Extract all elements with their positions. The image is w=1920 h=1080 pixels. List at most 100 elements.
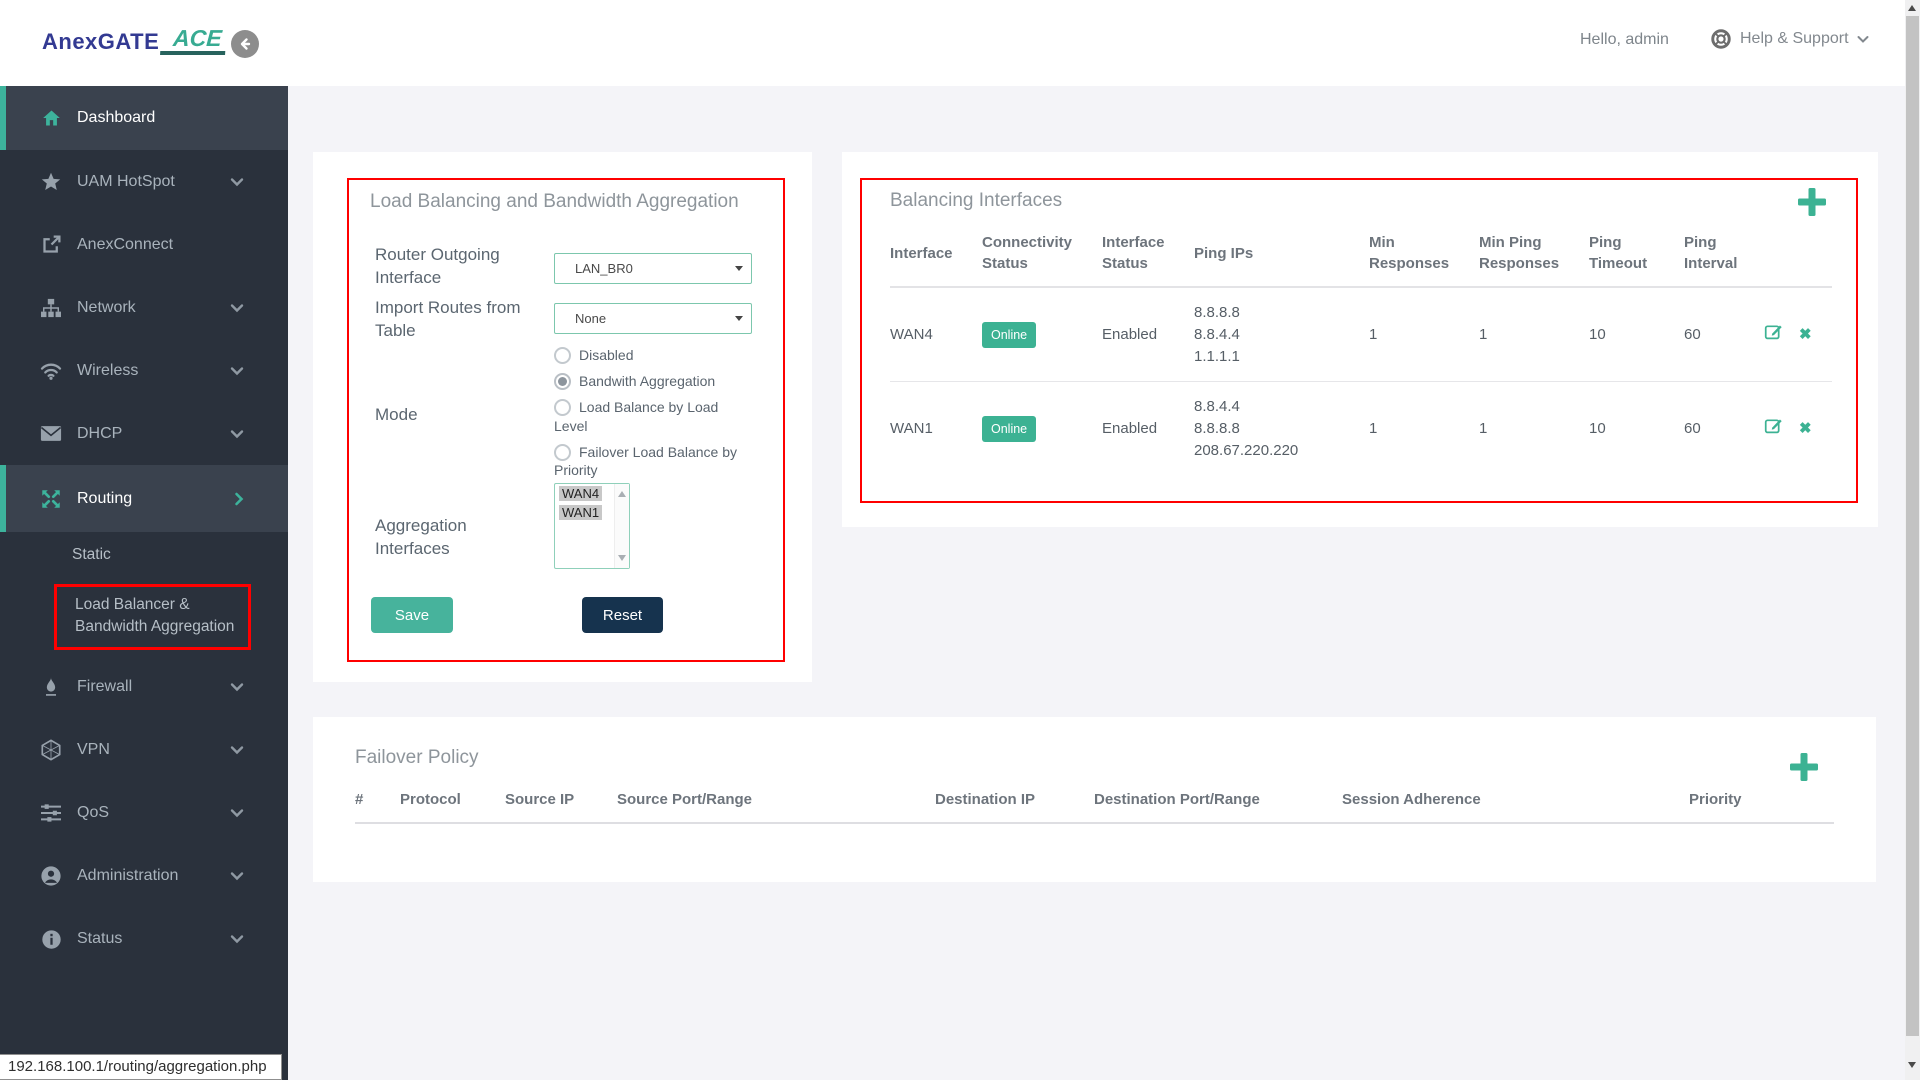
sidebar-item-routing[interactable]: Routing (0, 465, 288, 532)
chevron-right-icon (234, 492, 244, 506)
plus-icon (1790, 753, 1818, 781)
logo-text-accent: ACE (160, 25, 227, 55)
edit-icon[interactable] (1764, 416, 1783, 442)
cell-connectivity: Online (982, 287, 1102, 383)
load-balancing-card: Load Balancing and Bandwidth Aggregation… (313, 152, 812, 682)
sidebar-item-network[interactable]: Network (0, 276, 288, 339)
scrollbar-thumb[interactable] (1906, 16, 1919, 1036)
chevron-down-icon (230, 808, 244, 818)
scroll-down-icon[interactable] (618, 555, 626, 561)
sidebar-item-label: Network (77, 298, 136, 316)
sidebar-item-dashboard[interactable]: Dashboard (0, 86, 288, 150)
cell-interface-status: Enabled (1102, 287, 1194, 383)
sitemap-icon (38, 296, 64, 320)
mode-radio-bandwidth-aggregation[interactable] (554, 373, 571, 391)
edit-icon[interactable] (1764, 322, 1783, 348)
aggregation-interfaces-listbox[interactable]: WAN4 WAN1 (554, 483, 630, 569)
sidebar-item-label: DHCP (77, 424, 123, 442)
balancing-interfaces-card: Balancing Interfaces Interface Connectiv… (842, 152, 1878, 527)
col-protocol: Protocol (400, 791, 505, 824)
mode-option-disabled[interactable]: Disabled (554, 346, 752, 364)
flame-icon (38, 675, 64, 699)
sidebar-item-vpn[interactable]: VPN (0, 719, 288, 782)
home-icon (38, 106, 64, 130)
greeting-text: Hello, admin (1580, 31, 1669, 48)
add-interface-button[interactable] (1798, 188, 1826, 216)
listbox-option-wan4[interactable]: WAN4 (559, 486, 603, 501)
scroll-down-icon[interactable] (1908, 1062, 1916, 1068)
sidebar-item-administration[interactable]: Administration (0, 845, 288, 908)
sidebar-item-dhcp[interactable]: DHCP (0, 402, 288, 465)
table-row: WAN4 Online Enabled 8.8.8.8 8.8.4.4 1.1.… (890, 287, 1832, 383)
sidebar-item-anexconnect[interactable]: AnexConnect (0, 213, 288, 276)
col-source-ip: Source IP (505, 791, 617, 824)
add-failover-policy-button[interactable] (1790, 753, 1818, 781)
mode-option-bandwidth-aggregation[interactable]: Bandwith Aggregation (554, 372, 752, 391)
balancing-title: Balancing Interfaces (890, 190, 1063, 211)
cell-min-ping-responses: 1 (1479, 287, 1589, 383)
sidebar-item-label: Dashboard (77, 109, 156, 126)
col-number: # (355, 791, 400, 824)
chevron-down-icon (230, 303, 244, 313)
logo-text-primary: AnexGATE (42, 29, 160, 54)
wifi-icon (38, 359, 64, 383)
col-ping-ips: Ping IPs (1194, 232, 1369, 288)
reset-button[interactable]: Reset (582, 597, 663, 633)
sidebar-item-firewall[interactable]: Firewall (0, 656, 288, 719)
sidebar-item-wireless[interactable]: Wireless (0, 339, 288, 402)
sidebar-item-status[interactable]: Status (0, 908, 288, 971)
cell-ping-timeout: 10 (1589, 420, 1606, 437)
import-routes-select[interactable]: None (554, 303, 752, 334)
router-outgoing-select[interactable]: LAN_BR0 (554, 253, 752, 284)
user-circle-icon (38, 864, 64, 888)
sidebar-item-label: Firewall (77, 678, 133, 696)
delete-icon[interactable]: ✖ (1799, 325, 1812, 343)
back-button[interactable] (231, 30, 259, 58)
col-min-responses: Min Responses (1369, 232, 1479, 288)
failover-header-row: # Protocol Source IP Source Port/Range D… (355, 791, 1834, 824)
sidebar-subitem-static[interactable]: Static (72, 546, 111, 563)
star-icon (38, 170, 64, 194)
cell-interface: WAN4 (890, 287, 982, 383)
routing-arrows-icon (38, 487, 64, 511)
mode-option-load-balance[interactable]: Load Balance by Load Level (554, 399, 719, 434)
cell-interface-status: Enabled (1102, 420, 1158, 437)
sidebar-item-uam-hotspot[interactable]: UAM HotSpot (0, 150, 288, 213)
failover-table: # Protocol Source IP Source Port/Range D… (355, 791, 1834, 824)
help-support-menu[interactable]: Help & Support (1710, 28, 1869, 50)
life-ring-icon (1710, 28, 1732, 50)
anexgate-logo[interactable]: AnexGATE ACE (42, 25, 227, 55)
chevron-down-icon (230, 745, 244, 755)
chevron-down-icon (230, 871, 244, 881)
sidebar-item-label: Administration (77, 867, 179, 885)
delete-icon[interactable]: ✖ (1799, 420, 1812, 437)
hexagon-icon (38, 738, 64, 762)
col-session-adherence: Session Adherence (1342, 791, 1689, 824)
col-destination-port-range: Destination Port/Range (1094, 791, 1342, 824)
col-destination-ip: Destination IP (935, 791, 1094, 824)
status-badge: Online (982, 321, 1037, 348)
col-ping-timeout: Ping Timeout (1589, 232, 1684, 288)
sidebar-item-qos[interactable]: QoS (0, 782, 288, 845)
back-arrow-icon (237, 36, 253, 52)
mode-option-failover[interactable]: Failover Load Balance by Priority (554, 443, 737, 478)
router-outgoing-label: Router Outgoing Interface (375, 245, 500, 287)
listbox-option-wan1[interactable]: WAN1 (559, 505, 603, 520)
chevron-down-icon (1857, 35, 1869, 44)
cell-ping-ips: 8.8.8.8 8.8.4.4 1.1.1.1 (1194, 287, 1369, 383)
col-ping-interval: Ping Interval (1684, 232, 1764, 288)
mode-radio-failover[interactable] (554, 443, 571, 461)
listbox-scrollbar[interactable] (614, 484, 629, 568)
chevron-down-icon (230, 177, 244, 187)
page-scrollbar[interactable] (1905, 0, 1920, 1080)
scroll-up-icon[interactable] (1908, 5, 1916, 11)
mode-radio-load-balance[interactable] (554, 399, 571, 417)
sidebar-nav: Dashboard UAM HotSpot AnexConnect Networ… (0, 86, 288, 1080)
mode-label: Mode (375, 405, 418, 424)
scroll-up-icon[interactable] (618, 491, 626, 497)
status-badge: Online (982, 415, 1037, 442)
save-button[interactable]: Save (371, 597, 453, 633)
mode-radio-disabled[interactable] (554, 347, 571, 364)
sidebar-subitem-load-balancer[interactable]: Load Balancer & Bandwidth Aggregation (54, 584, 251, 650)
form-title: Load Balancing and Bandwidth Aggregation (370, 191, 739, 212)
